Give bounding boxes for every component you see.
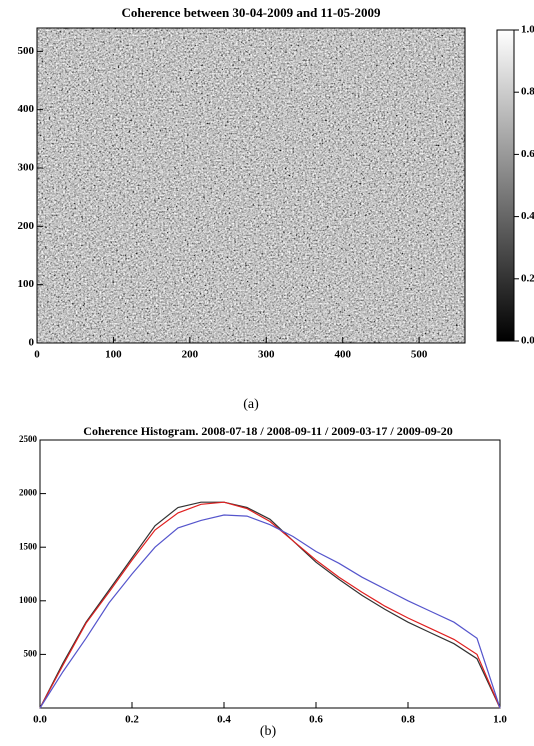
chart-title: Coherence Histogram. 2008-07-18 / 2008-0…: [83, 424, 452, 438]
colorbar-tick-label: 1.0: [521, 24, 534, 36]
x-tick-label: 0.8: [401, 714, 415, 726]
caption: (a): [243, 397, 259, 412]
colorbar-tick-label: 0.2: [521, 272, 534, 284]
x-tick-label: 0.0: [33, 714, 47, 726]
x-tick-label: 400: [334, 349, 351, 361]
series-line: [39, 501, 501, 709]
y-tick-label: 500: [24, 648, 38, 658]
x-tick-label: 100: [105, 349, 122, 361]
coherence-image: [37, 28, 465, 343]
series-line: [39, 501, 501, 709]
caption: (b): [260, 724, 277, 739]
chart-title: Coherence between 30-04-2009 and 11-05-2…: [121, 5, 381, 20]
x-tick-label: 0.2: [125, 714, 139, 726]
y-tick-label: 0: [29, 337, 35, 349]
x-tick-label: 300: [258, 349, 275, 361]
y-tick-label: 500: [18, 45, 35, 57]
y-tick-label: 2000: [19, 488, 38, 498]
y-tick-label: 2500: [19, 434, 38, 444]
plot-frame: [36, 27, 466, 344]
y-tick-label: 1000: [19, 595, 38, 605]
y-tick-label: 200: [18, 220, 35, 232]
y-tick-label: 100: [18, 278, 35, 290]
x-tick-label: 0.6: [309, 714, 323, 726]
x-tick-label: 0: [34, 349, 40, 361]
x-tick-label: 500: [411, 349, 428, 361]
colorbar-tick-label: 0.4: [521, 210, 534, 222]
y-tick-label: 300: [18, 162, 35, 174]
x-tick-label: 200: [182, 349, 199, 361]
colorbar-tick-label: 0.6: [521, 148, 534, 160]
y-tick-label: 1500: [19, 541, 38, 551]
series-line: [39, 514, 501, 709]
colorbar-tick-label: 0.8: [521, 86, 534, 98]
colorbar: [496, 29, 515, 342]
colorbar-tick-label: 0.0: [521, 335, 534, 347]
y-tick-label: 400: [18, 103, 35, 115]
plot-frame: [39, 439, 501, 709]
x-tick-label: 1.0: [493, 714, 507, 726]
x-tick-label: 0.4: [217, 714, 231, 726]
